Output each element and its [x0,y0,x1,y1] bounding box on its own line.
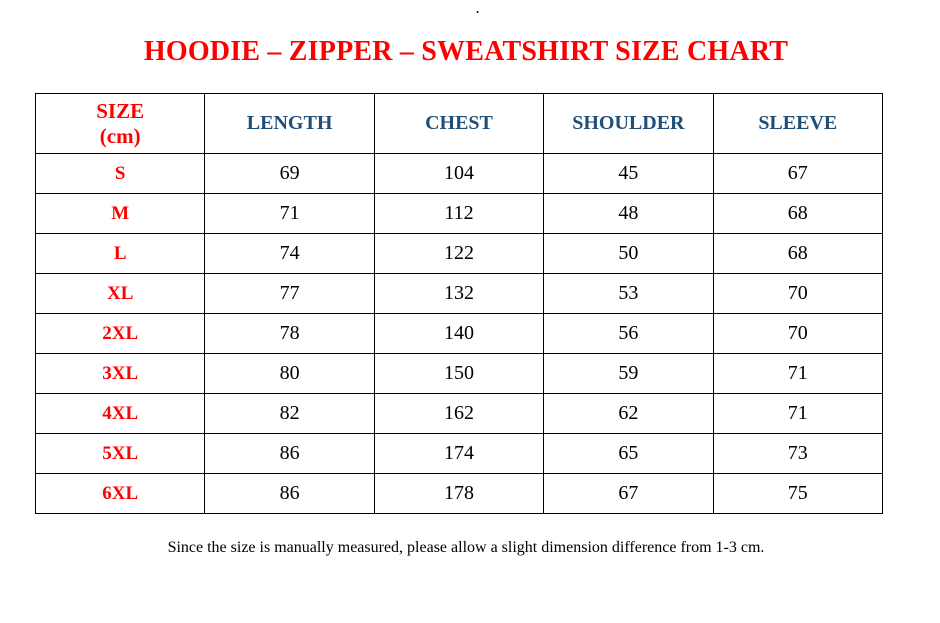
table-row: L 74 122 50 68 [34,233,884,274]
shoulder-value-cell: 62 [543,393,714,434]
shoulder-value-cell: 48 [543,193,714,234]
size-label-cell: 3XL [34,353,206,394]
header-size-line2: (cm) [99,123,141,148]
chest-value-cell: 112 [373,193,545,234]
size-label-cell: M [34,193,206,234]
table-row: XL 77 132 53 70 [34,273,884,314]
size-label-cell: 4XL [34,393,206,434]
page-title: HOODIE – ZIPPER – SWEATSHIRT SIZE CHART [143,36,789,67]
sleeve-value-cell: 71 [712,353,884,394]
size-label-cell: XL [34,273,206,314]
shoulder-value-cell: 50 [543,233,714,274]
measurement-disclaimer: Since the size is manually measured, ple… [167,539,765,556]
table-row: 5XL 86 174 65 73 [34,433,884,474]
length-value-cell: 71 [204,193,375,234]
table-row: 6XL 86 178 67 75 [34,473,884,514]
table-row: M 71 112 48 68 [34,193,884,234]
size-label-cell: 5XL [34,433,206,474]
chest-value-cell: 178 [373,473,545,514]
header-sleeve: SLEEVE [712,93,884,154]
chest-value-cell: 104 [373,153,545,194]
sleeve-value-cell: 68 [712,233,884,274]
size-label-cell: 6XL [34,473,206,514]
chest-value-cell: 132 [373,273,545,314]
table-row: 3XL 80 150 59 71 [34,353,884,394]
shoulder-value-cell: 59 [543,353,714,394]
length-value-cell: 80 [204,353,375,394]
length-value-cell: 77 [204,273,375,314]
sleeve-value-cell: 70 [712,313,884,354]
shoulder-value-cell: 65 [543,433,714,474]
chest-value-cell: 122 [373,233,545,274]
chest-value-cell: 140 [373,313,545,354]
shoulder-value-cell: 67 [543,473,714,514]
table-row: S 69 104 45 67 [34,153,884,194]
size-chart-table: SIZE (cm) LENGTH CHEST SHOULDER SLEEVE S… [34,93,884,514]
table-row: 2XL 78 140 56 70 [34,313,884,354]
shoulder-value-cell: 53 [543,273,714,314]
length-value-cell: 86 [204,473,375,514]
table-header-row: SIZE (cm) LENGTH CHEST SHOULDER SLEEVE [34,93,884,154]
size-label-cell: L [34,233,206,274]
size-label-cell: 2XL [34,313,206,354]
sleeve-value-cell: 70 [712,273,884,314]
sleeve-value-cell: 75 [712,473,884,514]
length-value-cell: 78 [204,313,375,354]
shoulder-value-cell: 56 [543,313,714,354]
header-length: LENGTH [204,93,375,154]
chest-value-cell: 174 [373,433,545,474]
size-label-cell: S [34,153,206,194]
chest-value-cell: 162 [373,393,545,434]
sleeve-value-cell: 68 [712,193,884,234]
header-size-cm: SIZE (cm) [34,93,206,154]
top-period-mark: . [476,1,480,16]
sleeve-value-cell: 67 [712,153,884,194]
header-size-line1: SIZE [96,99,145,124]
shoulder-value-cell: 45 [543,153,714,194]
length-value-cell: 86 [204,433,375,474]
chest-value-cell: 150 [373,353,545,394]
length-value-cell: 82 [204,393,375,434]
table-row: 4XL 82 162 62 71 [34,393,884,434]
length-value-cell: 69 [204,153,375,194]
header-shoulder: SHOULDER [543,93,714,154]
length-value-cell: 74 [204,233,375,274]
sleeve-value-cell: 73 [712,433,884,474]
header-chest: CHEST [373,93,545,154]
sleeve-value-cell: 71 [712,393,884,434]
